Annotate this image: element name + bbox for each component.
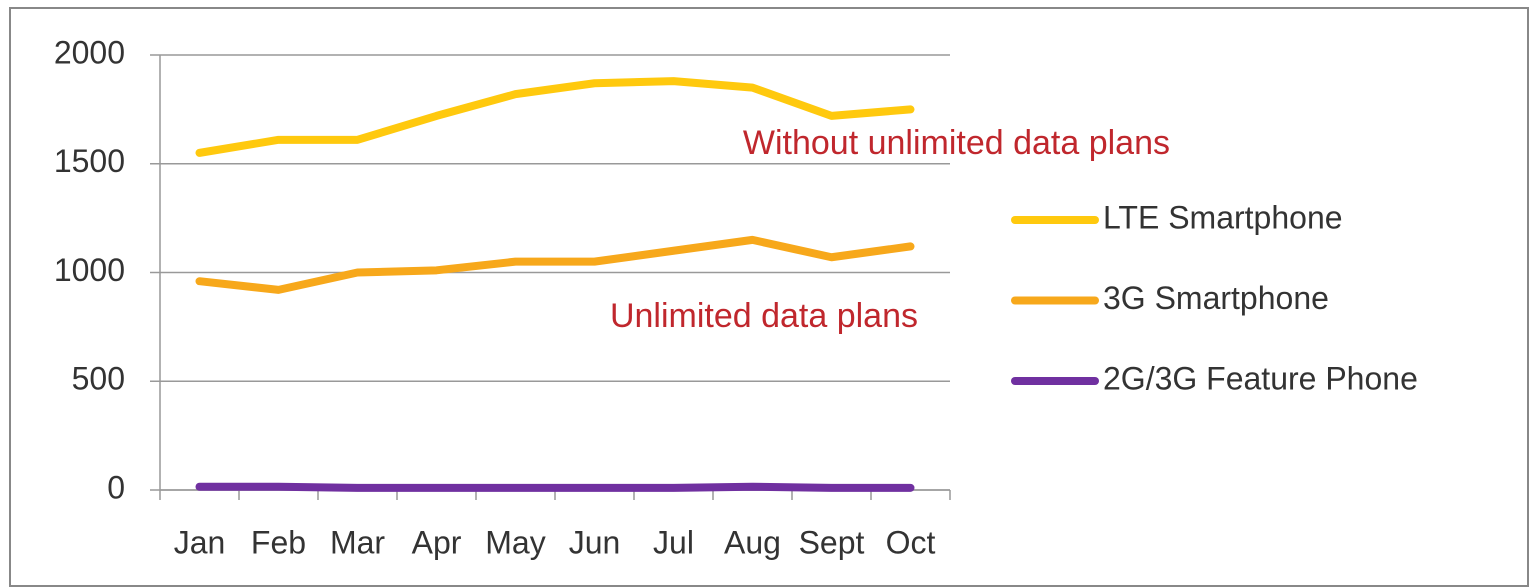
x-tick-label: Feb (251, 524, 306, 560)
series-line (195, 77, 915, 157)
legend-label: LTE Smartphone (1103, 199, 1343, 235)
legend-label: 3G Smartphone (1103, 280, 1329, 316)
x-tick-label: Jul (653, 524, 694, 560)
chart-border (9, 7, 1529, 587)
series-line (195, 235, 915, 294)
y-tick-label: 2000 (54, 34, 125, 70)
y-tick-label: 0 (107, 469, 125, 505)
x-tick-label: Aug (724, 524, 781, 560)
x-tick-label: May (485, 524, 545, 560)
x-tick-label: Apr (412, 524, 462, 560)
x-tick-label: Jan (174, 524, 226, 560)
x-tick-label: Jun (569, 524, 621, 560)
y-tick-label: 1500 (54, 143, 125, 179)
y-tick-label: 1000 (54, 252, 125, 288)
x-tick-label: Oct (886, 524, 936, 560)
y-tick-label: 500 (72, 361, 125, 397)
series-line (195, 482, 915, 492)
annotation: Without unlimited data plans (743, 124, 1170, 162)
x-tick-label: Sept (799, 524, 865, 560)
legend-label: 2G/3G Feature Phone (1103, 360, 1418, 396)
annotation: Unlimited data plans (610, 297, 918, 335)
x-tick-label: Mar (330, 524, 385, 560)
